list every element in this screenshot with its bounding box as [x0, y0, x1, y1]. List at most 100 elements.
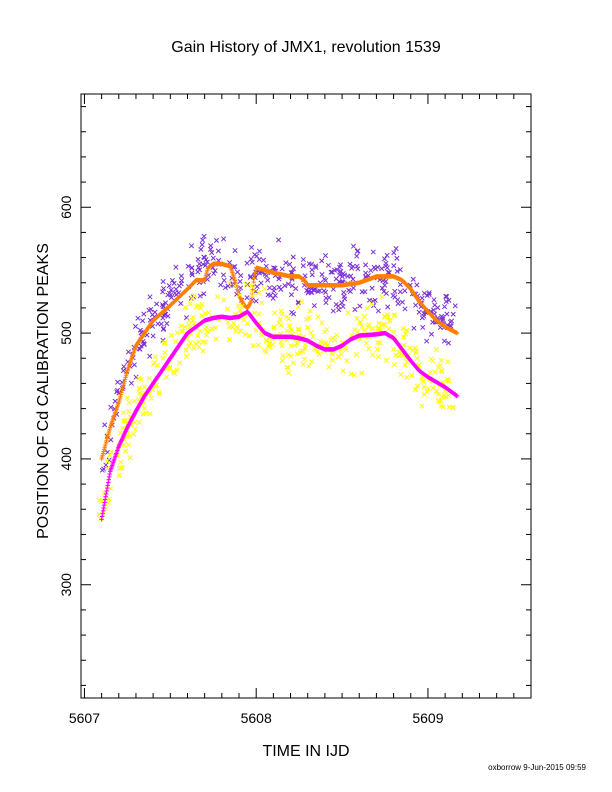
chart-title: Gain History of JMX1, revolution 1539 [171, 39, 441, 56]
data-point [221, 277, 227, 283]
data-point [379, 294, 385, 300]
data-point [397, 267, 403, 273]
data-point [374, 346, 380, 353]
data-point [290, 254, 296, 260]
data-point [319, 320, 325, 326]
data-point [199, 242, 205, 248]
data-point [261, 347, 267, 354]
data-point [141, 311, 147, 317]
data-point [341, 289, 347, 296]
data-point [131, 398, 138, 404]
data-point [116, 472, 122, 478]
data-point [102, 497, 108, 502]
data-point [410, 347, 416, 353]
data-point [336, 278, 342, 285]
data-point [330, 286, 336, 292]
data-point [101, 505, 106, 511]
data-point [397, 289, 403, 295]
data-point [160, 278, 166, 285]
data-point [117, 430, 123, 436]
data-point [421, 384, 427, 390]
data-point [188, 243, 195, 249]
data-point [375, 308, 381, 314]
data-point [120, 410, 127, 416]
data-point [178, 323, 184, 329]
data-point [366, 345, 372, 352]
data-point [232, 263, 238, 270]
data-point [300, 256, 306, 263]
x-tick-label: 5608 [241, 710, 272, 726]
data-point [442, 304, 448, 310]
data-point [99, 467, 105, 473]
data-point [308, 330, 314, 336]
data-point [307, 308, 313, 314]
data-point [189, 296, 195, 302]
data-point [414, 282, 420, 288]
data-point [452, 303, 458, 309]
data-point [164, 320, 170, 327]
data-point [238, 273, 244, 279]
data-point [237, 292, 243, 298]
data-point [313, 264, 319, 271]
data-point [306, 315, 312, 321]
data-point [369, 326, 376, 332]
data-point [288, 292, 294, 298]
data-point [160, 315, 166, 321]
data-point [132, 323, 139, 329]
data-point [107, 474, 112, 480]
data-point [126, 400, 132, 406]
data-point [363, 270, 369, 276]
data-point [424, 389, 430, 395]
data-point [99, 514, 105, 519]
data-point [118, 459, 124, 465]
y-axis-label: POSITION OF Cd CALIBRATION PEAKS [35, 243, 52, 539]
data-point [202, 310, 208, 316]
data-point [445, 340, 452, 346]
data-point [255, 342, 262, 348]
data-point [256, 248, 263, 254]
data-point [341, 272, 348, 278]
data-point [258, 280, 264, 286]
data-point [450, 405, 456, 411]
data-point [438, 357, 445, 363]
data-point [431, 297, 437, 303]
data-point [200, 348, 206, 354]
data-point [137, 327, 143, 333]
data-point [354, 248, 360, 254]
data-point [397, 282, 403, 288]
data-point [133, 374, 139, 380]
series-3 [99, 309, 460, 522]
data-point [428, 356, 434, 362]
data-point [156, 389, 162, 395]
data-point [120, 425, 126, 431]
data-point [438, 403, 444, 409]
data-point [354, 253, 360, 259]
data-point [271, 324, 277, 330]
data-point [400, 325, 406, 332]
data-point [215, 248, 221, 254]
data-point [182, 324, 188, 330]
data-point [260, 257, 267, 263]
data-point [336, 354, 342, 360]
data-point [199, 301, 205, 307]
data-point [311, 303, 317, 309]
data-point [196, 339, 202, 345]
data-point [387, 318, 393, 324]
data-point [104, 449, 111, 455]
data-point [431, 307, 437, 313]
data-point [126, 433, 132, 439]
data-point [105, 483, 110, 488]
data-point [443, 298, 449, 305]
data-point [231, 320, 237, 326]
data-point [404, 327, 410, 333]
data-point [393, 352, 399, 358]
data-point [427, 370, 433, 376]
data-point [351, 372, 357, 378]
data-point [279, 358, 285, 364]
data-point [267, 285, 273, 291]
data-point [410, 276, 416, 282]
data-point [294, 351, 300, 357]
data-point [391, 346, 397, 352]
data-point [137, 346, 143, 352]
